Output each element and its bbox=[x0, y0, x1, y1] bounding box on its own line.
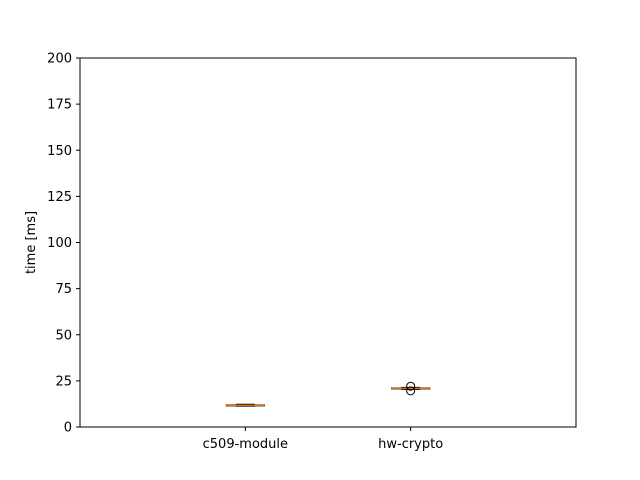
plot-area-frame bbox=[79, 57, 577, 428]
x-tick-label: hw-crypto bbox=[378, 437, 443, 452]
y-tick-label: 50 bbox=[55, 328, 72, 343]
outlier-point bbox=[406, 381, 416, 391]
y-axis-ticks: 0 25 50 75 100 125 150 175 200 bbox=[47, 52, 80, 436]
box-c509-module bbox=[225, 403, 265, 407]
box-hw-crypto bbox=[391, 381, 431, 396]
outlier-point bbox=[406, 386, 416, 396]
y-axis-label: time [ms] bbox=[24, 211, 39, 274]
y-tick-label: 200 bbox=[47, 52, 72, 67]
box-series bbox=[225, 381, 431, 407]
x-tick-label: c509-module bbox=[203, 437, 288, 452]
x-axis-ticks: c509-module hw-crypto bbox=[203, 427, 443, 452]
y-tick-label: 75 bbox=[55, 282, 72, 297]
y-tick-label: 125 bbox=[47, 190, 72, 205]
y-tick-label: 100 bbox=[47, 236, 72, 251]
y-tick-label: 150 bbox=[47, 144, 72, 159]
y-tick-label: 0 bbox=[64, 421, 72, 436]
y-tick-label: 175 bbox=[47, 98, 72, 113]
y-tick-label: 25 bbox=[55, 374, 72, 389]
